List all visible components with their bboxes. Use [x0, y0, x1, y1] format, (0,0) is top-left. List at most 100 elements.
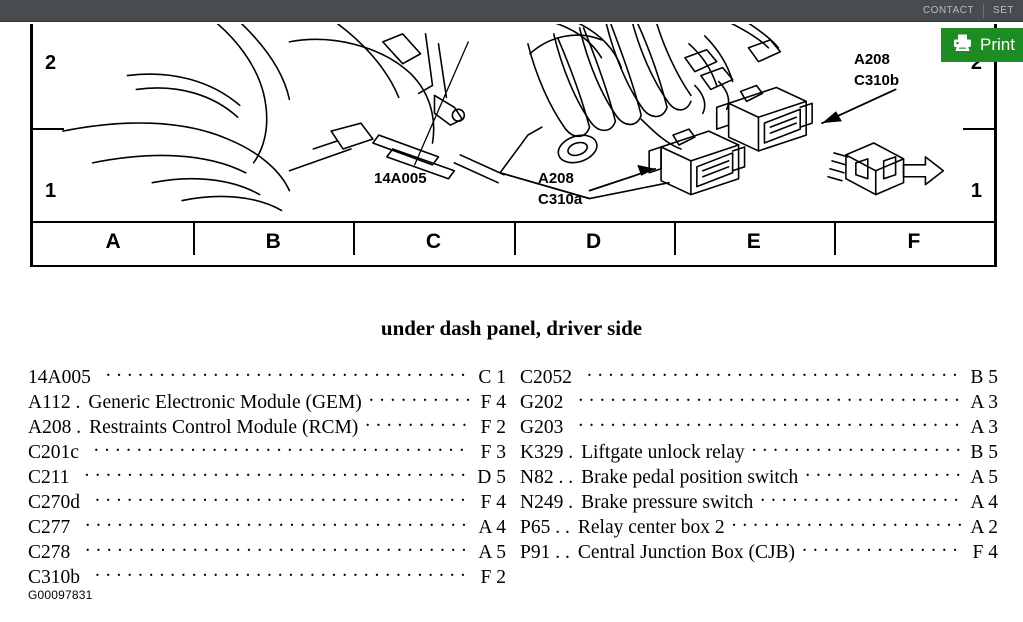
- diagram-frame: 2 1 2 1 14A005 A208 C310a A208 C310b A B…: [30, 24, 997, 267]
- index-code: G203: [520, 416, 564, 438]
- index-leader: [578, 388, 963, 408]
- index-code: C201c: [28, 441, 79, 463]
- index-code: P91 . .: [520, 541, 570, 563]
- index-desc: Central Junction Box (CJB): [577, 541, 796, 563]
- index-location: F 4: [480, 391, 506, 413]
- index-leader: [106, 363, 471, 383]
- index-code: C211: [28, 466, 70, 488]
- index-code: A208 .: [28, 416, 82, 438]
- row-divider-tick-right: [963, 128, 994, 130]
- index-leader: [94, 438, 471, 458]
- grid-column-band: A B C D E F: [33, 221, 994, 265]
- index-row: A112 . Generic Electronic Module (GEM) F 4: [28, 388, 506, 413]
- index-code: N82 . .: [520, 466, 574, 488]
- index-row: C278 A 5: [28, 538, 506, 563]
- index-row: G203 A 3: [520, 413, 998, 438]
- index-code: C2052: [520, 366, 573, 388]
- grid-column-e: E: [673, 223, 834, 265]
- index-row: G202 A 3: [520, 388, 998, 413]
- row-label-top-right: 2: [970, 52, 982, 74]
- component-index-right-column: C2052 B 5 G202 A 3 G203 A 3 K329 . Liftgate …: [520, 363, 998, 588]
- index-leader: [752, 438, 963, 458]
- grid-column-a: A: [33, 223, 193, 265]
- grid-column-label-f: F: [907, 230, 921, 253]
- index-location: A 4: [970, 491, 998, 513]
- grid-column-label-c: C: [425, 230, 442, 253]
- print-button[interactable]: Print: [941, 28, 1023, 62]
- index-location: A 4: [478, 516, 506, 538]
- index-row: N82 . . Brake pedal position switch A 5: [520, 463, 998, 488]
- index-location: B 5: [970, 441, 998, 463]
- index-location: F 4: [972, 541, 998, 563]
- index-leader: [95, 563, 471, 583]
- grid-column-label-b: B: [265, 230, 281, 253]
- index-leader: [365, 413, 471, 433]
- index-desc: Restraints Control Module (RCM): [89, 416, 359, 438]
- index-location: D 5: [477, 466, 506, 488]
- index-code: C270d: [28, 491, 81, 513]
- index-leader: [578, 413, 963, 433]
- index-row: C277 A 4: [28, 513, 506, 538]
- index-leader: [805, 463, 963, 483]
- index-location: A 3: [970, 416, 998, 438]
- print-button-label: Print: [980, 35, 1015, 54]
- index-row: N249 . Brake pressure switch A 4: [520, 488, 998, 513]
- grid-column-d: D: [513, 223, 674, 265]
- figure-id: G00097831: [28, 588, 93, 602]
- grid-column-label-d: D: [586, 230, 602, 253]
- grid-column-c: C: [353, 223, 513, 265]
- index-location: C 1: [478, 366, 506, 388]
- under-dash-panel-illustration: [62, 24, 945, 212]
- index-location: F 4: [480, 491, 506, 513]
- index-location: A 5: [970, 466, 998, 488]
- callout-a208-c310a: A208 C310a: [538, 170, 583, 208]
- index-code: G202: [520, 391, 564, 413]
- index-row: C270d F 4: [28, 488, 506, 513]
- row-label-bottom-left: 1: [45, 180, 57, 202]
- index-desc: Relay center box 2: [577, 516, 725, 538]
- index-location: B 5: [970, 366, 998, 388]
- nav-link-contact[interactable]: CONTACT: [922, 5, 975, 16]
- index-row: P91 . . Central Junction Box (CJB) F 4: [520, 538, 998, 563]
- grid-column-f: F: [833, 223, 994, 265]
- row-label-top-left: 2: [45, 52, 57, 74]
- site-header-nav: CONTACT SET: [914, 0, 1023, 22]
- index-leader: [732, 513, 963, 533]
- index-location: F 3: [480, 441, 506, 463]
- index-row: C2052 B 5: [520, 363, 998, 388]
- grid-column-b: B: [193, 223, 353, 265]
- component-index: 14A005 C 1 A112 . Generic Electronic Modul…: [28, 363, 1003, 588]
- index-leader: [369, 388, 471, 408]
- index-code: 14A005: [28, 366, 91, 388]
- callout-a208-c310b: A208 C310b: [854, 51, 900, 89]
- index-code: K329 .: [520, 441, 574, 463]
- printer-icon: [952, 33, 973, 58]
- index-code: P65 . .: [520, 516, 570, 538]
- index-leader: [85, 513, 471, 533]
- callout-14a005: 14A005: [374, 170, 427, 187]
- index-desc: Generic Electronic Module (GEM): [88, 391, 362, 413]
- index-row: A208 . Restraints Control Module (RCM) F 2: [28, 413, 506, 438]
- row-label-bottom-right: 1: [970, 180, 982, 202]
- index-location: A 2: [970, 516, 998, 538]
- index-code: C310b: [28, 566, 81, 588]
- index-leader: [587, 363, 963, 383]
- index-location: F 2: [480, 416, 506, 438]
- index-row: C211 D 5: [28, 463, 506, 488]
- row-divider-tick-left: [33, 128, 64, 130]
- index-leader: [85, 538, 471, 558]
- index-location: A 3: [970, 391, 998, 413]
- site-header-bar: CONTACT SET: [0, 0, 1023, 22]
- nav-link-settings[interactable]: SET: [993, 5, 1014, 16]
- index-desc: Brake pressure switch: [581, 491, 754, 513]
- index-code: C277: [28, 516, 71, 538]
- component-index-left-column: 14A005 C 1 A112 . Generic Electronic Modul…: [28, 363, 506, 588]
- index-leader: [760, 488, 963, 508]
- figure-caption: under dash panel, driver side: [380, 316, 643, 340]
- nav-divider: [983, 4, 985, 18]
- index-row: C201c F 3: [28, 438, 506, 463]
- index-row: 14A005 C 1: [28, 363, 506, 388]
- index-row: P65 . . Relay center box 2 A 2: [520, 513, 998, 538]
- index-code: C278: [28, 541, 71, 563]
- index-code: N249 .: [520, 491, 574, 513]
